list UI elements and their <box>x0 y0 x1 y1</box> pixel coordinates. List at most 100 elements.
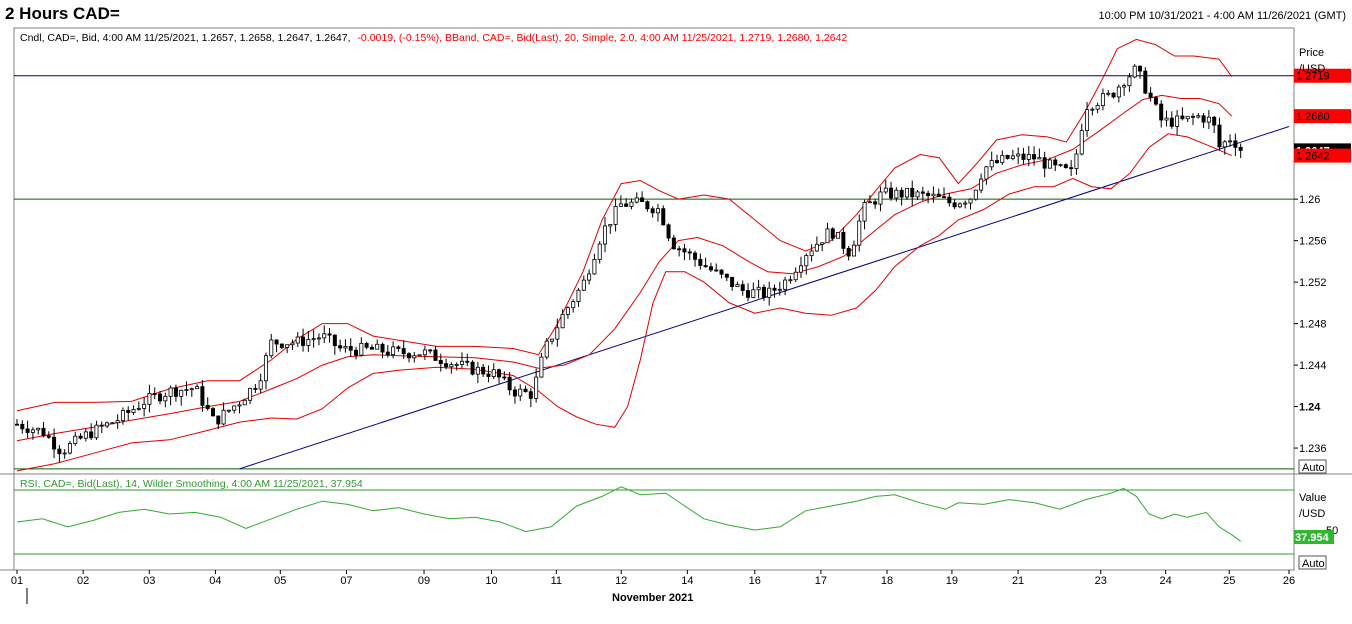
price-tick-label: 1.236 <box>1299 443 1327 455</box>
x-tick-label: 04 <box>209 575 221 587</box>
candle-body <box>1185 115 1190 120</box>
candle <box>544 337 549 360</box>
candle-body <box>655 208 660 214</box>
candle-body <box>608 224 613 227</box>
candle-body <box>814 243 819 252</box>
candle-body <box>1032 154 1037 160</box>
rsi-auto-button[interactable]: Auto <box>1298 555 1327 570</box>
rsi-auto-button-box[interactable] <box>1298 555 1327 570</box>
candle <box>1185 115 1190 122</box>
candle-body <box>338 345 343 349</box>
axes: 1.26 1.256 1.252 1.248 1.244 1.24 1.236 1.2719 1… <box>11 68 1351 587</box>
candle <box>1138 65 1143 79</box>
price-axis-title: Price <box>1299 47 1324 59</box>
candle <box>348 338 353 357</box>
candle-body <box>693 252 698 260</box>
candle-body <box>1047 159 1052 169</box>
price-auto-button[interactable]: Auto <box>1298 459 1327 474</box>
candle <box>322 325 327 344</box>
candle-body <box>735 284 740 288</box>
candle-body <box>1085 109 1090 132</box>
candle <box>587 269 592 285</box>
candle <box>1053 157 1058 172</box>
candle-body <box>158 393 163 402</box>
candle <box>772 284 777 298</box>
x-tick-label: 01 <box>11 575 23 587</box>
candle <box>316 333 321 346</box>
candle-body <box>422 349 427 356</box>
candle <box>714 263 719 272</box>
candle <box>248 387 253 405</box>
date-range-label: 10:00 PM 10/31/2021 - 4:00 AM 11/26/2021… <box>1098 10 1346 22</box>
candle <box>1063 163 1068 169</box>
candle <box>454 362 459 371</box>
candle <box>1127 73 1132 92</box>
candle-body <box>221 409 226 425</box>
candle-body <box>359 343 364 356</box>
candle-body <box>290 342 295 346</box>
candle <box>481 364 486 377</box>
candle-body <box>73 435 78 444</box>
candle <box>1212 115 1217 134</box>
candle-body <box>931 193 936 197</box>
candle-body <box>1037 157 1042 160</box>
rsi-axis-unit: /USD <box>1299 508 1325 520</box>
rsi-auto-label[interactable]: Auto <box>1302 558 1325 570</box>
candle <box>1074 149 1079 175</box>
candle <box>942 187 947 199</box>
price-tick-label: 1.248 <box>1299 319 1327 331</box>
candle-body <box>52 436 57 450</box>
candle <box>354 346 359 360</box>
candle-body <box>25 428 30 433</box>
candle <box>973 189 978 201</box>
candle-body <box>889 187 894 199</box>
price-legend-candle: Cndl, CAD=, Bid, 4:00 AM 11/25/2021, 1.2… <box>20 32 351 44</box>
candle-body <box>1164 117 1169 121</box>
candle-body <box>793 271 798 281</box>
candle-body <box>650 208 655 214</box>
candle <box>931 186 936 203</box>
candle-body <box>507 376 512 391</box>
candle-body <box>242 399 247 406</box>
candle <box>809 244 814 262</box>
candle <box>41 422 46 438</box>
candle <box>406 352 411 363</box>
x-tick-label: 25 <box>1223 575 1235 587</box>
candle <box>338 339 343 352</box>
candle-body <box>597 243 602 260</box>
candle-body <box>1079 130 1084 155</box>
candle <box>1153 95 1158 106</box>
price-value-tag: 1.2642 <box>1294 148 1351 163</box>
x-tick-label: 02 <box>77 575 89 587</box>
candle <box>523 385 528 393</box>
rsi-axis-title: Value <box>1299 492 1326 504</box>
candle <box>618 195 623 207</box>
candle-body <box>348 346 353 351</box>
x-tick-label: 11 <box>551 575 562 587</box>
candle <box>1010 149 1015 161</box>
candle-body <box>798 265 803 273</box>
price-auto-button-box[interactable] <box>1298 459 1327 474</box>
candle <box>1206 109 1211 129</box>
candle <box>624 198 629 208</box>
candle <box>1090 107 1095 116</box>
candle <box>301 328 306 352</box>
candle <box>1042 151 1047 178</box>
candle-body <box>989 160 994 168</box>
candle-body <box>454 364 459 366</box>
price-auto-label[interactable]: Auto <box>1302 462 1325 474</box>
candle-body <box>719 269 724 275</box>
candle-body <box>1228 140 1233 143</box>
candle <box>375 339 380 350</box>
candle-body <box>385 351 390 356</box>
candle <box>915 190 920 201</box>
candle-body <box>115 420 120 424</box>
candle-body <box>1090 108 1095 111</box>
candle-body <box>746 290 751 298</box>
candle <box>836 232 841 239</box>
candle <box>1021 147 1026 165</box>
candle <box>825 222 830 244</box>
candle-body <box>369 346 374 350</box>
candle <box>1164 110 1169 127</box>
